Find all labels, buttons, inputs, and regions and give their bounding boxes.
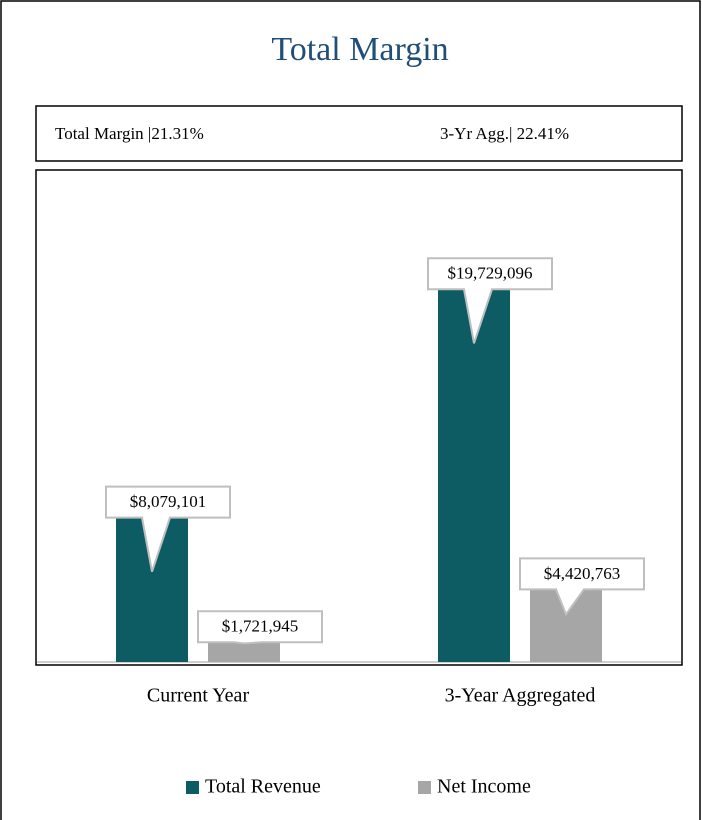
summary-text: 3-Yr Agg.| 22.41% bbox=[440, 124, 569, 143]
legend-label: Net Income bbox=[437, 776, 531, 798]
data-label: $19,729,096 bbox=[448, 264, 533, 283]
summary-text: Total Margin |21.31% bbox=[55, 124, 204, 143]
x-tick-label: 3-Year Aggregated bbox=[445, 685, 596, 707]
summary-box bbox=[35, 105, 683, 162]
legend-swatch bbox=[186, 781, 199, 794]
data-label-callout bbox=[105, 485, 231, 572]
data-label-callout bbox=[427, 257, 553, 344]
data-label-callout bbox=[519, 557, 645, 617]
data-label: $1,721,945 bbox=[222, 617, 299, 636]
data-label: $4,420,763 bbox=[544, 564, 621, 583]
data-label-callout bbox=[197, 610, 323, 645]
data-label: $8,079,101 bbox=[130, 492, 207, 511]
legend-swatch bbox=[418, 781, 431, 794]
legend-label: Total Revenue bbox=[205, 776, 321, 798]
x-tick-label: Current Year bbox=[147, 685, 250, 707]
chart-title: Total Margin bbox=[271, 31, 448, 68]
